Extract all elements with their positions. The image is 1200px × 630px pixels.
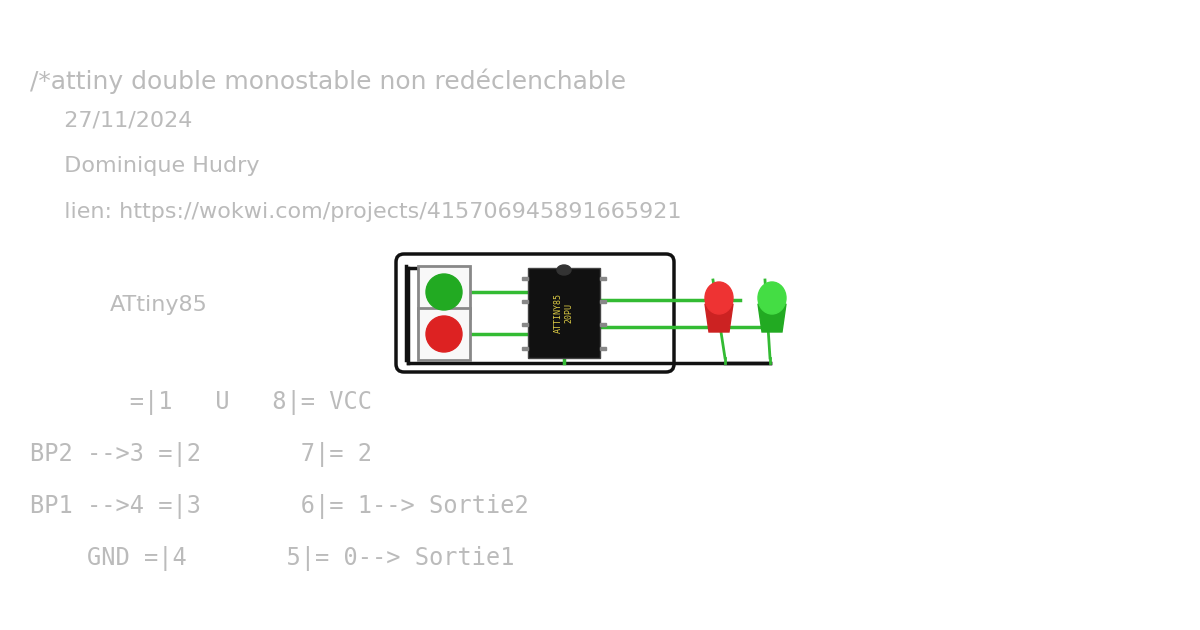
FancyBboxPatch shape bbox=[528, 268, 600, 358]
Bar bbox=[522, 300, 528, 303]
Circle shape bbox=[426, 316, 462, 352]
FancyBboxPatch shape bbox=[418, 308, 470, 360]
Ellipse shape bbox=[706, 282, 733, 314]
Text: BP2 -->3 =|2       7|= 2: BP2 -->3 =|2 7|= 2 bbox=[30, 442, 372, 467]
Polygon shape bbox=[758, 304, 786, 332]
FancyBboxPatch shape bbox=[418, 266, 470, 318]
Text: Dominique Hudry: Dominique Hudry bbox=[50, 156, 259, 176]
Circle shape bbox=[426, 274, 462, 310]
Text: =|1   U   8|= VCC: =|1 U 8|= VCC bbox=[30, 390, 372, 415]
FancyBboxPatch shape bbox=[396, 254, 674, 372]
Text: 27/11/2024: 27/11/2024 bbox=[50, 110, 192, 130]
Text: GND =|4       5|= 0--> Sortie1: GND =|4 5|= 0--> Sortie1 bbox=[30, 546, 515, 571]
Bar bbox=[522, 277, 528, 280]
Bar bbox=[522, 346, 528, 350]
Polygon shape bbox=[706, 304, 733, 332]
Bar bbox=[600, 323, 606, 326]
Ellipse shape bbox=[758, 282, 786, 314]
Text: ATtiny85: ATtiny85 bbox=[110, 295, 208, 315]
Ellipse shape bbox=[557, 265, 571, 275]
Bar bbox=[600, 300, 606, 303]
Bar bbox=[600, 277, 606, 280]
Bar bbox=[522, 323, 528, 326]
Text: BP1 -->4 =|3       6|= 1--> Sortie2: BP1 -->4 =|3 6|= 1--> Sortie2 bbox=[30, 494, 529, 519]
Text: ATTINY85
20PU: ATTINY85 20PU bbox=[554, 293, 574, 333]
Text: /*attiny double monostable non redéclenchable: /*attiny double monostable non redéclenc… bbox=[30, 68, 626, 93]
Text: lien: https://wokwi.com/projects/415706945891665921: lien: https://wokwi.com/projects/4157069… bbox=[50, 202, 682, 222]
Bar bbox=[600, 346, 606, 350]
